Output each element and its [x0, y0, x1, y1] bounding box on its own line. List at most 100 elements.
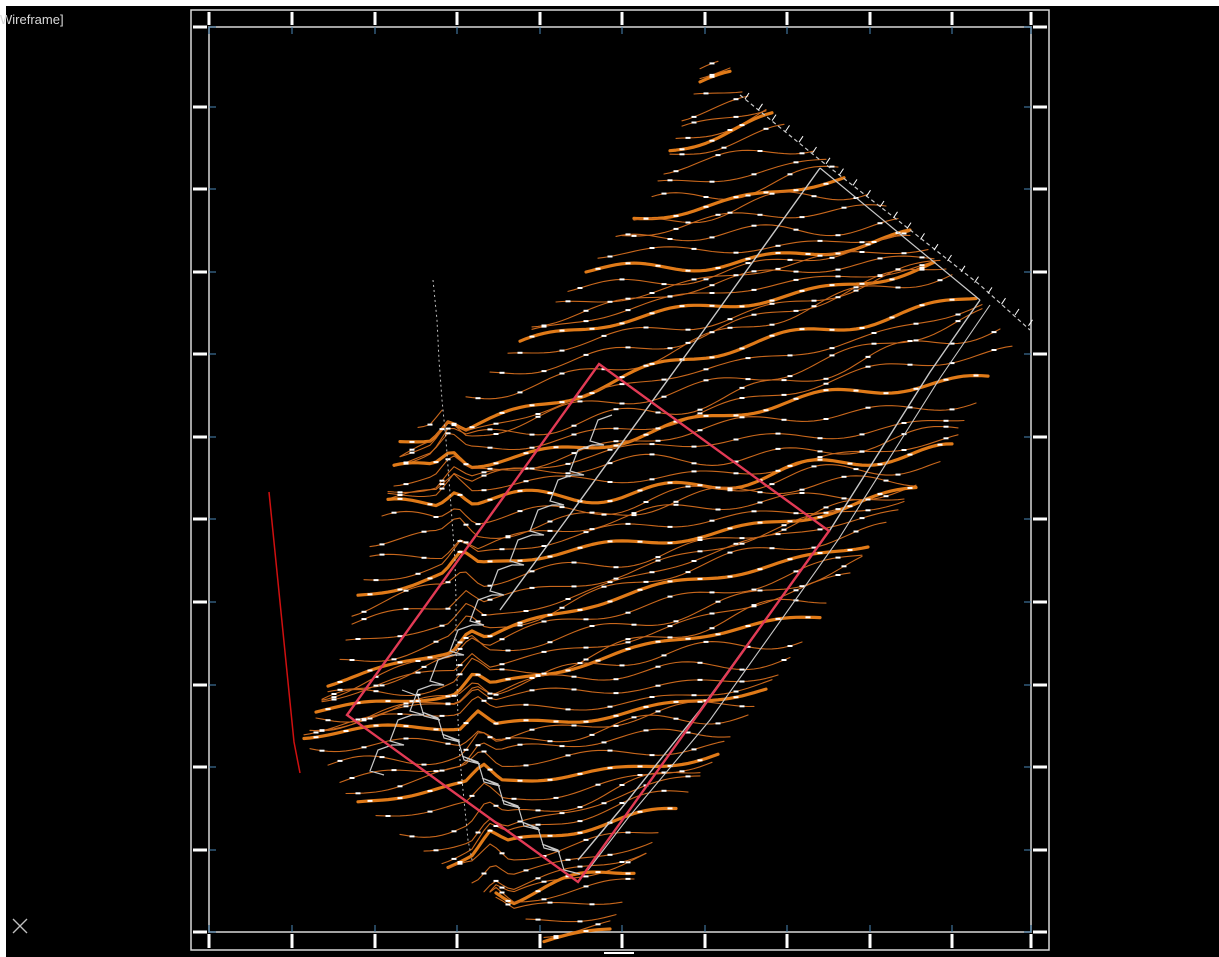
- hatch-tick: [920, 233, 925, 240]
- elevation-label-mark: [877, 493, 883, 496]
- elevation-label-mark: [607, 749, 613, 752]
- hatch-tick: [1028, 319, 1033, 327]
- elevation-label-mark: [619, 383, 625, 386]
- elevation-label-mark: [661, 283, 667, 286]
- centerline-path: [432, 279, 473, 861]
- elevation-label-mark: [547, 520, 553, 523]
- contour-minor: [531, 255, 935, 328]
- elevation-label-mark: [481, 471, 487, 474]
- property-boundary[interactable]: [345, 362, 831, 884]
- elevation-label-mark: [733, 696, 739, 699]
- elevation-label-mark: [553, 936, 559, 939]
- elevation-label-mark: [775, 447, 781, 450]
- elevation-label-mark: [655, 427, 661, 430]
- contour-minor: [393, 345, 1013, 468]
- elevation-label-mark: [445, 703, 451, 706]
- elevation-label-mark: [679, 305, 685, 308]
- hatch-tick: [906, 222, 912, 229]
- elevation-label-mark: [793, 189, 799, 192]
- elevation-label-mark: [409, 448, 415, 451]
- elevation-label-mark: [871, 342, 877, 345]
- elevation-label-mark: [835, 556, 841, 559]
- elevation-label-mark: [895, 268, 901, 271]
- contour-major: [632, 176, 846, 221]
- elevation-label-mark: [679, 153, 685, 156]
- elevation-label-mark: [457, 862, 463, 865]
- elevation-label-mark: [367, 717, 373, 720]
- elevation-label-mark: [631, 512, 637, 515]
- elevation-label-mark: [409, 700, 415, 703]
- elevation-label-mark: [649, 754, 655, 757]
- elevation-label-mark: [655, 665, 661, 668]
- elevation-label-mark: [703, 278, 709, 281]
- elevation-label-mark: [889, 278, 895, 281]
- elevation-label-mark: [907, 406, 913, 409]
- elevation-label-mark: [559, 606, 565, 609]
- elevation-label-mark: [691, 560, 697, 562]
- elevation-label-mark: [787, 464, 793, 467]
- elevation-label-mark: [613, 440, 619, 443]
- elevation-label-mark: [427, 577, 433, 580]
- elevation-label-mark: [811, 465, 817, 468]
- elevation-label-mark: [559, 349, 565, 352]
- elevation-label-mark: [619, 784, 625, 786]
- elevation-label-mark: [403, 462, 409, 465]
- elevation-label-mark: [739, 305, 745, 308]
- elevation-label-mark: [493, 433, 499, 435]
- elevation-label-mark: [703, 414, 709, 417]
- elevation-label-mark: [475, 523, 481, 526]
- elevation-label-mark: [637, 489, 643, 492]
- elevation-label-mark: [697, 429, 703, 432]
- elevation-label-mark: [655, 640, 661, 643]
- elevation-label-mark: [751, 224, 757, 227]
- elevation-label-mark: [883, 479, 889, 482]
- elevation-label-mark: [919, 256, 925, 259]
- elevation-label-mark: [403, 702, 409, 705]
- elevation-label-mark: [433, 849, 439, 852]
- elevation-label-mark: [733, 438, 739, 441]
- elevation-label-mark: [553, 720, 559, 723]
- elevation-label-mark: [823, 382, 829, 385]
- contour-minor: [321, 598, 827, 700]
- elevation-label-mark: [517, 391, 523, 394]
- elevation-label-mark: [817, 437, 823, 440]
- elevation-label-mark: [493, 879, 499, 882]
- elevation-label-mark: [487, 584, 493, 587]
- elevation-label-mark: [529, 433, 535, 436]
- elevation-label-mark: [703, 379, 709, 382]
- elevation-label-mark: [907, 487, 913, 489]
- elevation-label-mark: [655, 264, 661, 267]
- elevation-label-mark: [811, 546, 817, 549]
- close-x-icon[interactable]: [12, 918, 28, 934]
- elevation-label-mark: [673, 227, 679, 230]
- view-style-label[interactable]: Wireframe]: [0, 12, 64, 27]
- elevation-label-mark: [721, 146, 727, 149]
- elevation-label-mark: [331, 698, 337, 701]
- elevation-label-mark: [703, 640, 709, 643]
- elevation-label-mark: [487, 697, 493, 700]
- elevation-label-mark: [475, 397, 481, 400]
- elevation-label-mark: [781, 659, 787, 661]
- elevation-label-mark: [415, 700, 421, 702]
- elevation-label-mark: [487, 560, 493, 563]
- elevation-label-mark: [919, 266, 925, 269]
- elevation-label-mark: [745, 378, 751, 381]
- elevation-label-mark: [895, 473, 901, 476]
- elevation-label-mark: [331, 693, 337, 695]
- elevation-label-mark: [655, 556, 661, 559]
- elevation-label-mark: [349, 777, 355, 779]
- hatch-tick: [933, 243, 939, 251]
- elevation-label-mark: [625, 346, 631, 349]
- elevation-label-mark: [877, 222, 883, 225]
- elevation-label-mark: [547, 834, 553, 837]
- elevation-label-mark: [745, 194, 751, 197]
- elevation-label-mark: [649, 443, 655, 446]
- elevation-label-mark: [793, 228, 799, 231]
- elevation-label-mark: [499, 548, 505, 551]
- elevation-label-mark: [787, 558, 793, 561]
- contour-minor: [525, 914, 617, 923]
- elevation-label-mark: [655, 559, 661, 562]
- elevation-label-mark: [709, 627, 715, 630]
